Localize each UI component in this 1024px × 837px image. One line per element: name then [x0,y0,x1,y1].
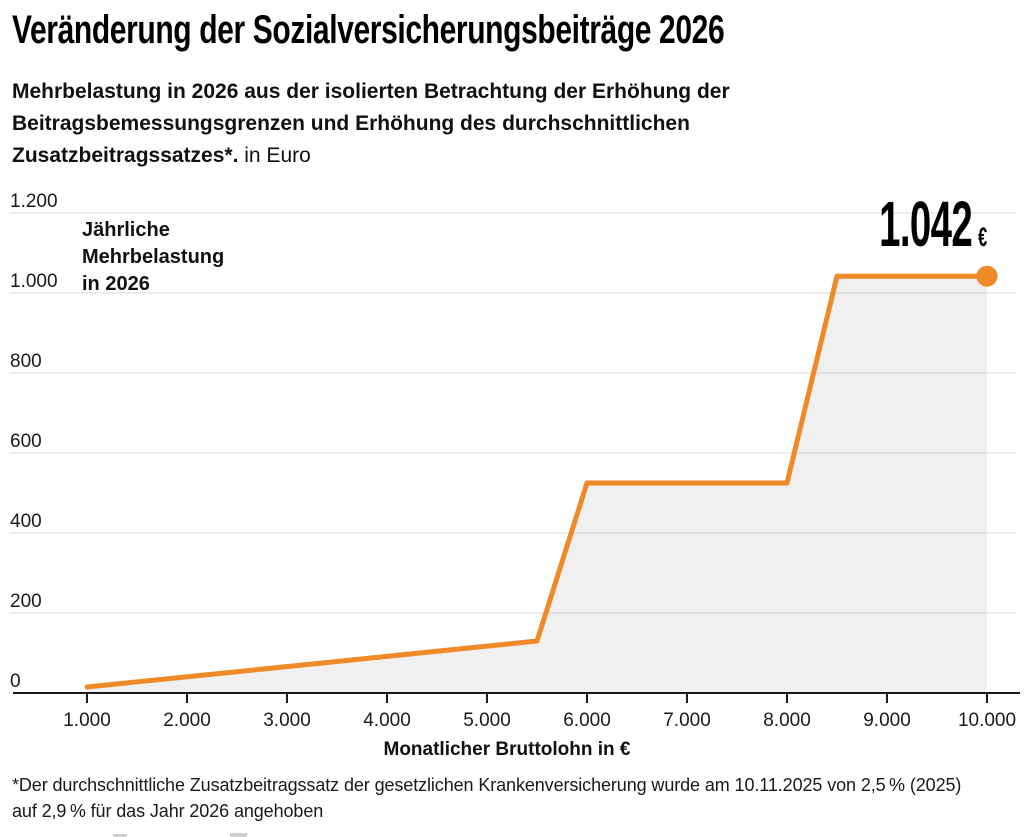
x-tick-label: 4.000 [363,710,411,731]
x-tick-label: 5.000 [463,710,511,731]
end-dot [976,265,998,287]
x-tick-label: 2.000 [163,710,211,731]
y-tick-label: 400 [10,511,42,532]
y-tick-label: 600 [10,431,42,452]
x-tick-label: 3.000 [263,710,311,731]
subtitle-unit-text: in Euro [238,144,311,167]
euro-sign: € [977,222,987,252]
end-value-number: 1.042 [878,188,973,260]
y-tick-label: 800 [10,351,42,372]
y-tick-label: 200 [10,591,42,612]
y-tick-label: 1.000 [10,271,58,292]
chart-subtitle: Mehrbelastung in 2026 aus der isolierten… [12,76,730,172]
clipped-text-sliver [230,833,247,837]
y-tick-label: 1.200 [10,191,58,212]
footnote: *Der durchschnittliche Zusatzbeitragssat… [12,775,962,821]
x-axis-title: Monatlicher Bruttolohn in € [384,739,631,760]
x-tick-label: 7.000 [663,710,711,731]
data-line [84,273,990,690]
x-tick-label: 8.000 [763,710,811,731]
x-tick-label: 1.000 [63,710,111,731]
y-tick-label: 0 [10,671,21,692]
x-tick-label: 6.000 [563,710,611,731]
area-fill [87,276,987,693]
end-value-label: 1.042 € [879,192,987,256]
series-annotation: Jährliche Mehrbelastung in 2026 [82,219,225,295]
page-title: Veränderung der Sozialversicherungsbeitr… [12,8,725,52]
subtitle-bold-text: Mehrbelastung in 2026 aus der isolierten… [12,80,730,167]
clipped-text-sliver [113,834,127,837]
x-tick-label: 10.000 [958,710,1016,731]
x-tick-label: 9.000 [863,710,911,731]
